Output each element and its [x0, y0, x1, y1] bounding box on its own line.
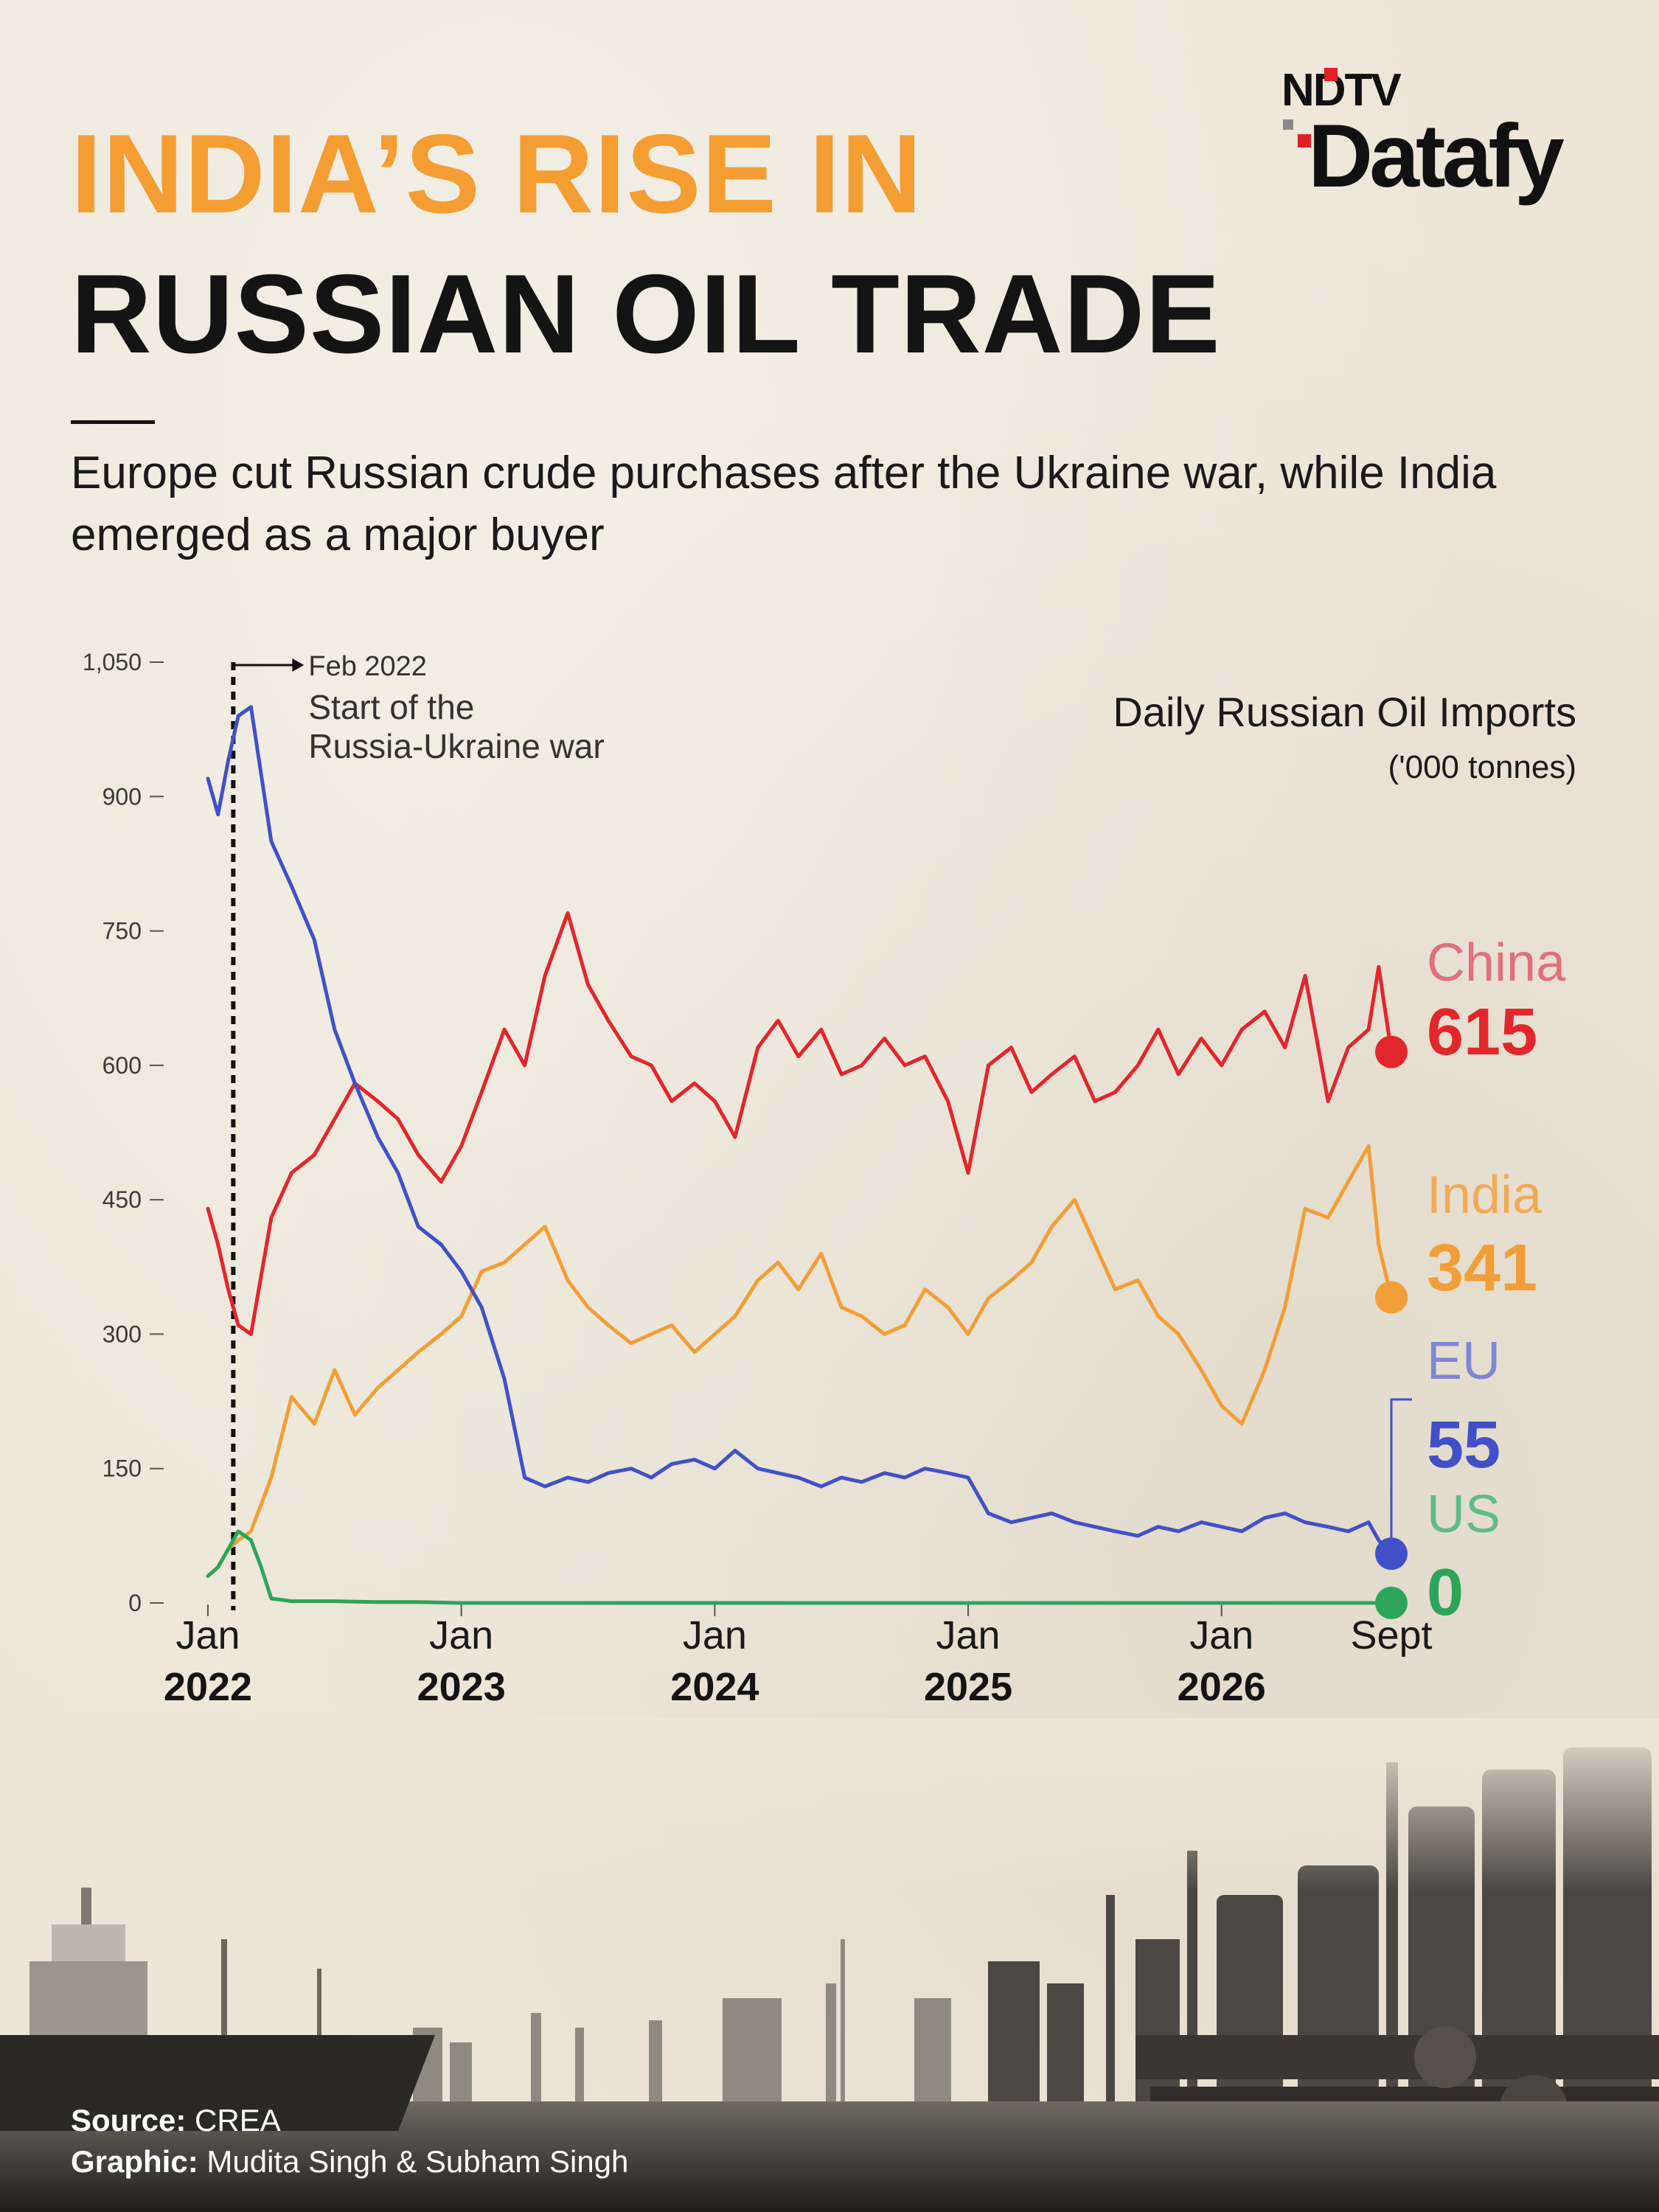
series-line-china — [206, 911, 1394, 1336]
end-dot-eu — [1375, 1537, 1408, 1571]
annotation-text-line-1: Start of the — [308, 688, 474, 726]
x-tick-year: 2023 — [417, 1665, 506, 1709]
x-tick-month: Jan — [1189, 1613, 1253, 1658]
y-tick-label: 1,050 — [83, 649, 142, 675]
x-tick-year: 2024 — [670, 1665, 759, 1709]
ndtv-datafy-logo: NDTV Datafy — [1281, 68, 1599, 215]
chart-unit: ('000 tonnes) — [1388, 749, 1576, 785]
x-tick-year: 2022 — [164, 1665, 252, 1709]
y-tick-label: 0 — [128, 1590, 142, 1616]
headline-line-2: RUSSIAN OIL TRADE — [71, 251, 1221, 377]
series-layer — [206, 705, 1394, 1605]
brand-red-dot — [1324, 68, 1338, 81]
end-dot-china — [1375, 1035, 1408, 1068]
brand-ndtv: NDTV — [1281, 65, 1402, 116]
graphic-value: Mudita Singh & Subham Singh — [206, 2144, 629, 2179]
end-label-value-us: 0 — [1427, 1556, 1464, 1630]
graphic-line: Graphic: Mudita Singh & Subham Singh — [71, 2141, 628, 2183]
y-tick-label: 900 — [102, 783, 142, 810]
brand-red-square — [1298, 134, 1311, 147]
brand-datafy: Datafy — [1308, 105, 1565, 206]
source-value: CREA — [195, 2103, 281, 2138]
end-label-name-china: China — [1427, 933, 1566, 992]
war-annotation: Feb 2022 Start of the Russia-Ukraine war — [231, 651, 605, 1610]
end-label-value-china: 615 — [1427, 995, 1537, 1069]
y-tick-label: 300 — [102, 1321, 142, 1347]
x-tick-month: Jan — [683, 1613, 747, 1658]
annotation-date: Feb 2022 — [308, 651, 427, 682]
end-dot-india — [1375, 1281, 1408, 1314]
headline-line-1: INDIA’S RISE IN — [71, 111, 923, 237]
x-axis: Jan 2022 Jan 2023 Jan 2024 Jan 2025 Jan 2026 Sept — [164, 1604, 1433, 1709]
end-label-name-eu: EU — [1427, 1332, 1500, 1391]
eu-leader-line — [1390, 1398, 1412, 1538]
y-tick-label: 150 — [102, 1455, 142, 1482]
industrial-port-illustration — [0, 1718, 1659, 2212]
x-tick-month: Jan — [936, 1613, 1001, 1658]
x-tick-month: Jan — [429, 1613, 493, 1658]
end-label-value-eu: 55 — [1427, 1408, 1500, 1482]
end-label-value-india: 341 — [1427, 1231, 1537, 1305]
graphic-label: Graphic: — [71, 2144, 198, 2179]
x-tick-month: Sept — [1350, 1613, 1432, 1658]
series-line-india — [206, 1144, 1394, 1578]
end-label-name-us: US — [1427, 1485, 1500, 1544]
x-tick-year: 2026 — [1178, 1665, 1266, 1709]
brand-grey-square — [1283, 119, 1293, 130]
chart-title: Daily Russian Oil Imports — [1113, 689, 1576, 735]
y-tick-label: 450 — [102, 1186, 142, 1213]
series-line-us — [206, 1529, 1394, 1605]
series-line-eu — [206, 705, 1394, 1556]
war-marker-arrowhead — [292, 658, 305, 672]
headline-rule — [71, 420, 155, 424]
credits: Source: CREA Graphic: Mudita Singh & Sub… — [71, 2100, 628, 2183]
subtitle: Europe cut Russian crude purchases after… — [71, 448, 1497, 560]
x-tick-year: 2025 — [924, 1665, 1012, 1709]
annotation-text-line-2: Russia-Ukraine war — [308, 727, 604, 765]
y-axis: 0 150 300 450 600 750 900 1,050 — [83, 649, 164, 1616]
x-tick-month: Jan — [175, 1613, 240, 1658]
y-tick-label: 600 — [102, 1052, 142, 1079]
end-label-name-india: India — [1427, 1166, 1543, 1225]
end-dot-us — [1375, 1587, 1408, 1619]
source-line: Source: CREA — [71, 2100, 628, 2141]
source-label: Source: — [71, 2103, 187, 2138]
y-tick-label: 750 — [102, 918, 142, 945]
